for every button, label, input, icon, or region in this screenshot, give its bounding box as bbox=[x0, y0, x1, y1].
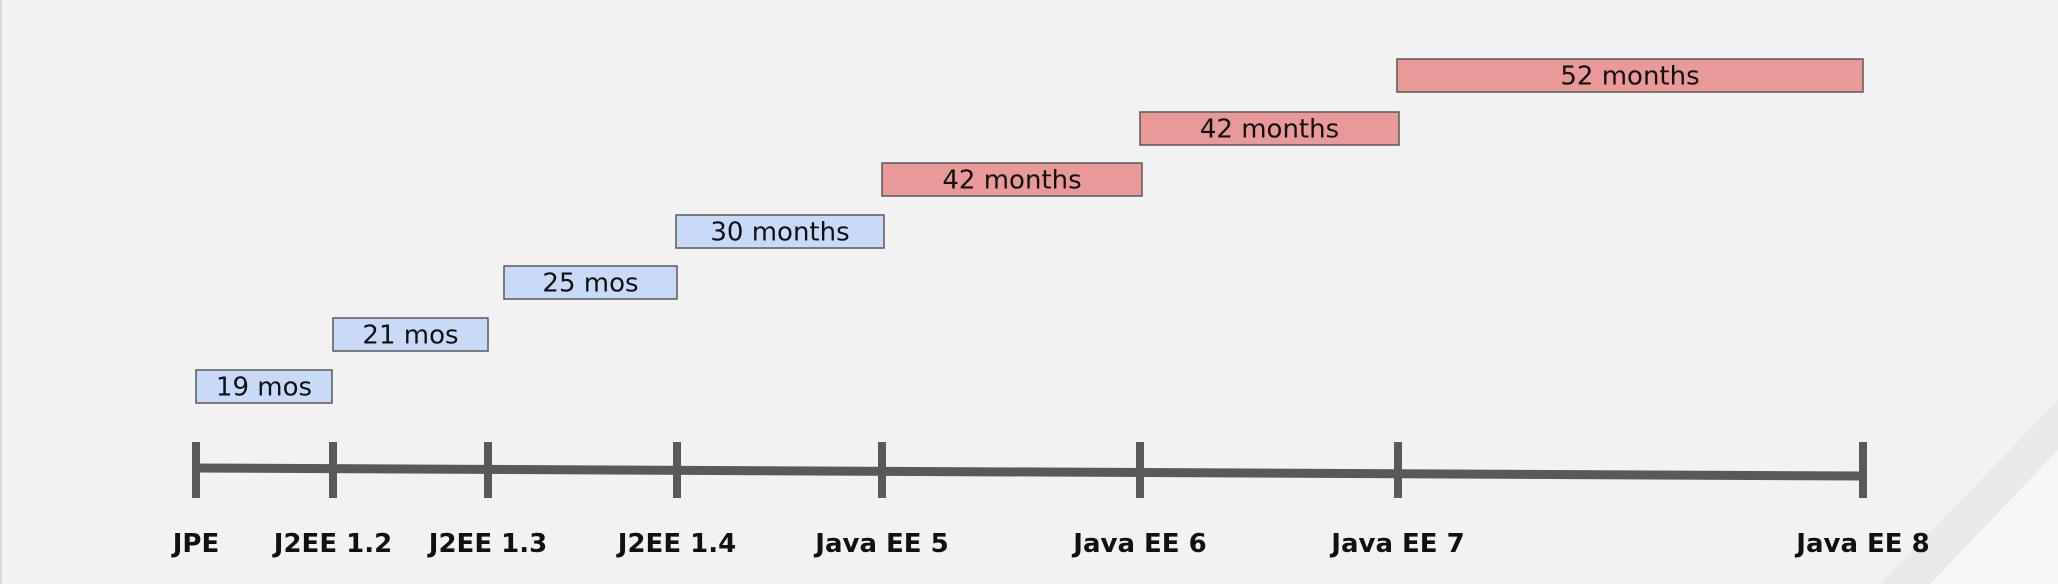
release-label: JPE bbox=[171, 529, 220, 559]
release-label: Java EE 5 bbox=[813, 529, 948, 559]
axis-layer bbox=[192, 442, 1867, 498]
gap-bar-rect bbox=[332, 317, 489, 352]
gap-bar: 30 months bbox=[675, 214, 885, 249]
release-label: Java EE 6 bbox=[1071, 529, 1206, 559]
release-label: Java EE 8 bbox=[1794, 529, 1929, 559]
release-label: Java EE 7 bbox=[1329, 529, 1464, 559]
gap-bar-label: 42 months bbox=[1200, 115, 1339, 145]
gap-bar: 25 mos bbox=[503, 265, 678, 300]
gap-bar-label: 42 months bbox=[942, 166, 1081, 196]
gap-bar-rect bbox=[503, 265, 678, 300]
release-labels-layer: JPE J2EE 1.2 J2EE 1.3 J2EE 1.4 Java EE 5 Java… bbox=[171, 529, 1930, 559]
gap-bar: 42 months bbox=[1139, 111, 1400, 146]
gap-bar: 21 mos bbox=[332, 317, 489, 352]
gap-bar-label: 25 mos bbox=[542, 269, 638, 299]
release-label: J2EE 1.3 bbox=[427, 529, 547, 559]
timeline-axis bbox=[195, 463, 1864, 481]
gap-bar: 19 mos bbox=[195, 369, 333, 404]
gap-bar-rect bbox=[881, 162, 1143, 197]
gap-bar: 42 months bbox=[881, 162, 1143, 197]
gap-bar-rect bbox=[195, 369, 333, 404]
left-edge-line bbox=[0, 0, 2, 584]
gap-bar-rect bbox=[675, 214, 885, 249]
gap-bar-label: 30 months bbox=[710, 218, 849, 248]
gap-bar-label: 21 mos bbox=[362, 321, 458, 351]
release-label: J2EE 1.2 bbox=[272, 529, 392, 559]
gap-bar-label: 19 mos bbox=[216, 373, 312, 403]
gap-bars-layer: 19 mos 21 mos 25 mos 30 months 42 months 42 m… bbox=[195, 58, 1864, 404]
gap-bar-label: 52 months bbox=[1560, 62, 1699, 92]
gap-bar-rect bbox=[1139, 111, 1400, 146]
release-label: J2EE 1.4 bbox=[616, 529, 736, 559]
gap-bar-rect bbox=[1396, 58, 1864, 93]
gap-bar: 52 months bbox=[1396, 58, 1864, 93]
